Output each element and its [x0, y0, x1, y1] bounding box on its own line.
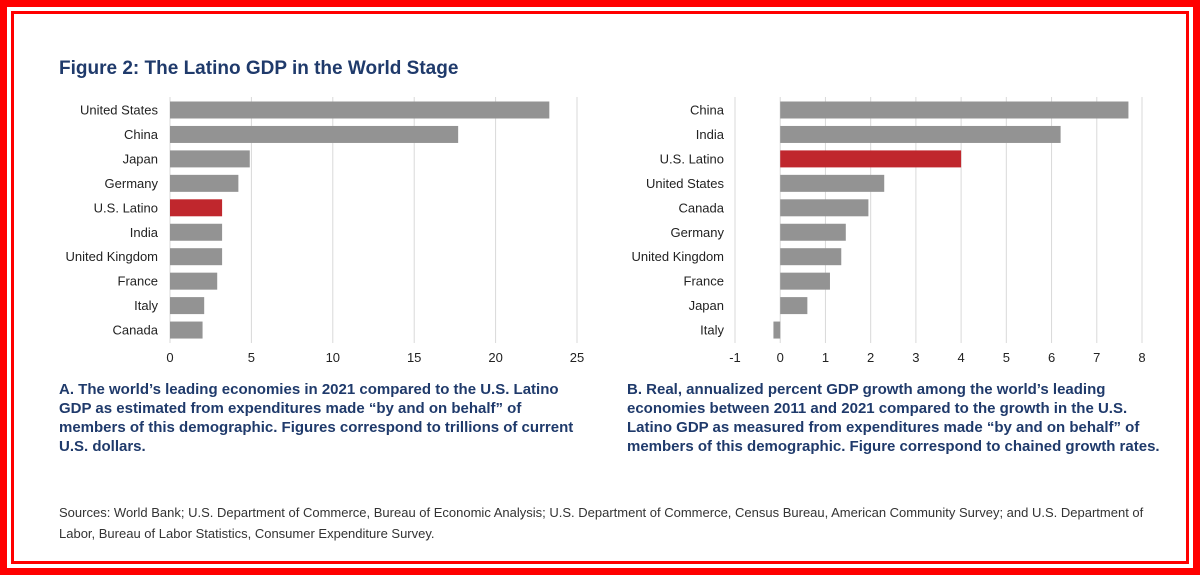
- x-tick-label: 1: [822, 350, 829, 365]
- category-label: U.S. Latino: [94, 200, 158, 215]
- x-tick-label: 5: [1003, 350, 1010, 365]
- bar: [170, 248, 223, 266]
- bar: [170, 272, 218, 290]
- bar: [780, 101, 1129, 119]
- category-label: France: [684, 274, 724, 289]
- bar: [780, 223, 846, 241]
- category-label: Germany: [671, 225, 725, 240]
- caption-b: B. Real, annualized percent GDP growth a…: [627, 381, 1160, 455]
- bar: [780, 199, 869, 217]
- x-tick-label: 7: [1093, 350, 1100, 365]
- bar: [780, 248, 842, 266]
- x-tick-label: 6: [1048, 350, 1055, 365]
- category-label: United Kingdom: [66, 249, 159, 264]
- bar: [170, 297, 205, 315]
- category-label: Italy: [700, 323, 724, 338]
- bar: [780, 297, 808, 315]
- bar: [170, 101, 550, 119]
- x-tick-label: -1: [729, 350, 741, 365]
- category-label: United Kingdom: [632, 249, 725, 264]
- category-label: France: [118, 274, 158, 289]
- category-label: China: [124, 127, 159, 142]
- inner-frame: [11, 11, 1189, 564]
- bar: [170, 223, 223, 241]
- category-label: Canada: [678, 200, 724, 215]
- bar: [170, 174, 239, 192]
- category-label: Japan: [689, 298, 724, 313]
- bar-highlight: [780, 150, 962, 168]
- x-tick-label: 0: [777, 350, 784, 365]
- x-tick-label: 0: [166, 350, 173, 365]
- bar: [780, 125, 1061, 143]
- x-tick-label: 2: [867, 350, 874, 365]
- category-label: U.S. Latino: [660, 151, 724, 166]
- bar: [780, 174, 885, 192]
- category-label: United States: [80, 103, 159, 118]
- category-label: India: [130, 225, 159, 240]
- category-label: Germany: [105, 176, 159, 191]
- x-tick-label: 10: [326, 350, 340, 365]
- caption-a: A. The world’s leading economies in 2021…: [59, 381, 574, 455]
- bar: [773, 321, 781, 339]
- category-label: United States: [646, 176, 725, 191]
- bar: [780, 272, 830, 290]
- category-label: India: [696, 127, 725, 142]
- category-label: Japan: [123, 151, 158, 166]
- x-tick-label: 15: [407, 350, 421, 365]
- bar-highlight: [170, 199, 223, 217]
- sources-note: Sources: World Bank; U.S. Department of …: [59, 505, 1144, 541]
- x-tick-label: 3: [912, 350, 919, 365]
- bar: [170, 150, 250, 168]
- x-tick-label: 8: [1138, 350, 1145, 365]
- bar: [170, 125, 459, 143]
- x-tick-label: 25: [570, 350, 584, 365]
- category-label: Canada: [112, 323, 158, 338]
- x-tick-label: 4: [957, 350, 964, 365]
- x-tick-label: 5: [248, 350, 255, 365]
- category-label: China: [690, 103, 725, 118]
- category-label: Italy: [134, 298, 158, 313]
- bar: [170, 321, 203, 339]
- figure-title: Figure 2: The Latino GDP in the World St…: [59, 58, 459, 79]
- x-tick-label: 20: [488, 350, 502, 365]
